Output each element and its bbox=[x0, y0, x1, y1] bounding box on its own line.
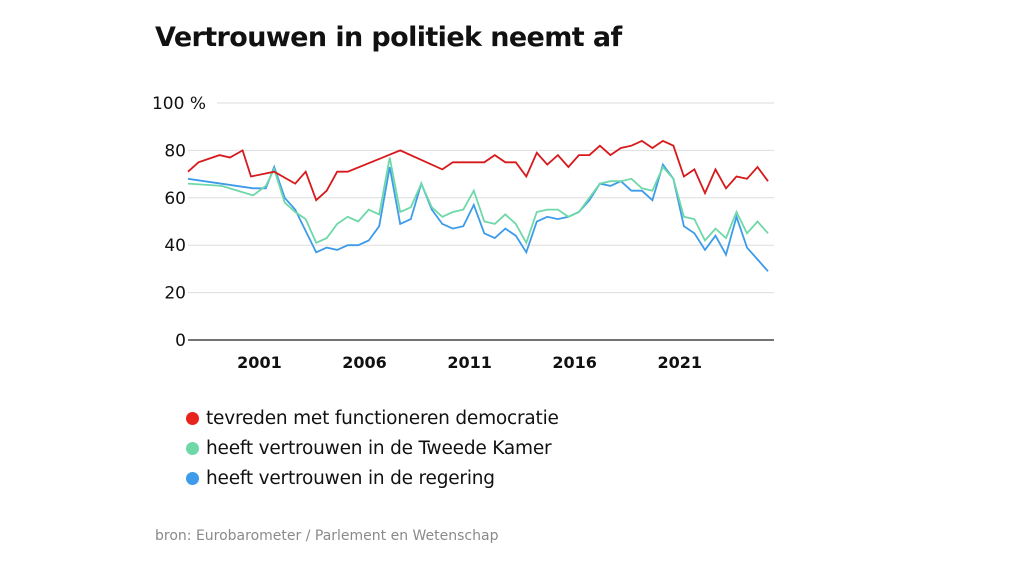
y-tick-label: 20 bbox=[164, 284, 186, 304]
source-note: bron: Eurobarometer / Parlement en Weten… bbox=[155, 528, 499, 544]
series-line-1 bbox=[187, 157, 769, 246]
chart-title: Vertrouwen in politiek neemt af bbox=[155, 22, 622, 53]
x-tick-label: 2001 bbox=[237, 353, 282, 372]
x-axis-ticks: 2001 2006 2011 2016 2021 bbox=[237, 353, 702, 372]
gridlines bbox=[188, 102, 774, 341]
y-tick-label: 0 bbox=[175, 331, 186, 351]
legend: tevreden met functioneren democratie hee… bbox=[186, 403, 559, 493]
legend-dot-red-icon bbox=[186, 411, 199, 425]
y-tick-label: 60 bbox=[164, 189, 186, 209]
x-tick-label: 2016 bbox=[552, 353, 597, 372]
legend-label: tevreden met functioneren democratie bbox=[206, 407, 559, 429]
legend-dot-green-icon bbox=[186, 441, 199, 455]
legend-label: heeft vertrouwen in de regering bbox=[206, 467, 495, 489]
y-tick-label: 80 bbox=[164, 141, 186, 161]
x-tick-label: 2021 bbox=[657, 353, 702, 372]
legend-item-tweede-kamer: heeft vertrouwen in de Tweede Kamer bbox=[186, 433, 559, 463]
series-lines bbox=[187, 139, 769, 272]
legend-dot-blue-icon bbox=[186, 471, 199, 485]
x-tick-label: 2006 bbox=[342, 353, 387, 372]
legend-label: heeft vertrouwen in de Tweede Kamer bbox=[206, 437, 552, 459]
y-axis-ticks: 0 20 40 60 80 100 % bbox=[152, 94, 206, 351]
series-line-0 bbox=[187, 139, 769, 202]
legend-item-regering: heeft vertrouwen in de regering bbox=[186, 463, 559, 493]
legend-item-democratie: tevreden met functioneren democratie bbox=[186, 403, 559, 433]
x-tick-label: 2011 bbox=[447, 353, 492, 372]
series-line-2 bbox=[187, 162, 769, 272]
y-tick-label: 40 bbox=[164, 236, 186, 256]
y-tick-label: 100 % bbox=[152, 94, 206, 114]
